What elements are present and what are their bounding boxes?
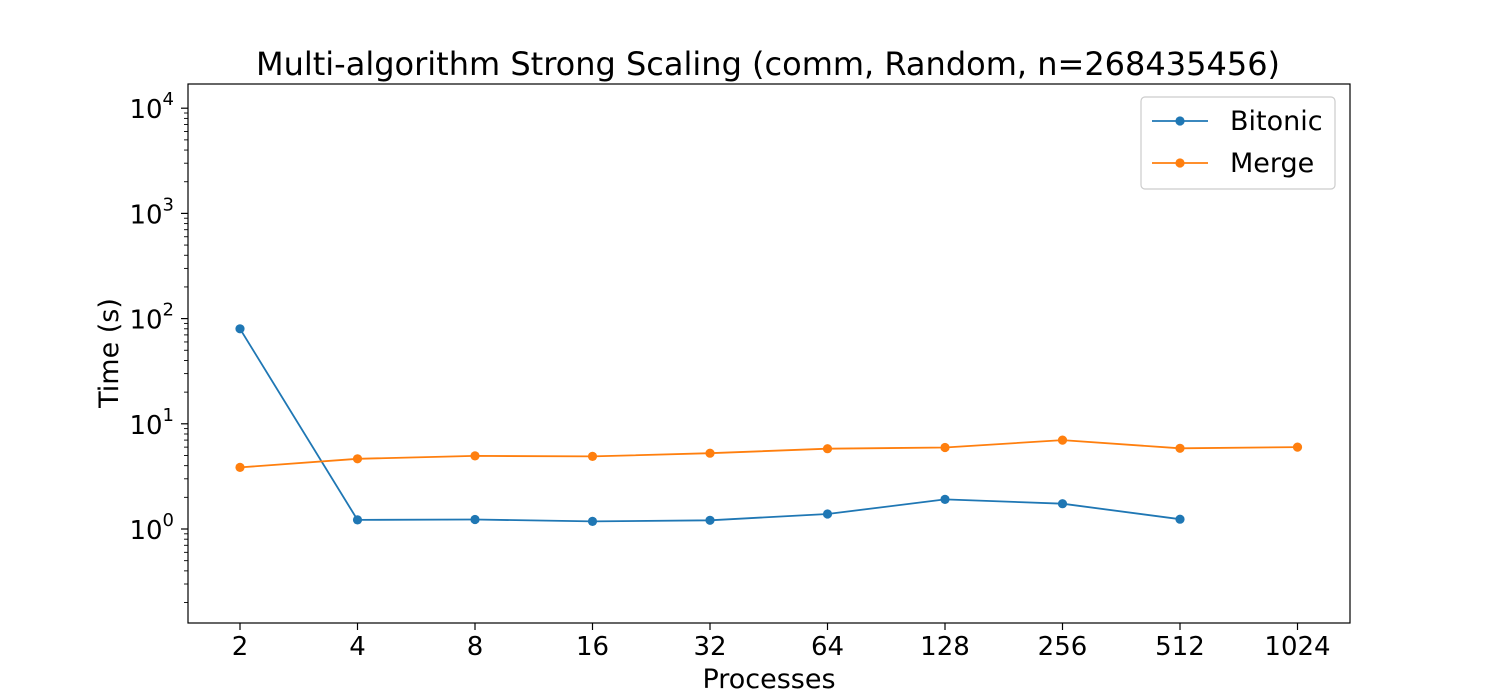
data-point-merge <box>940 442 950 453</box>
legend: Bitonic Merge <box>1140 96 1336 190</box>
legend-marker-merge <box>1175 158 1185 168</box>
data-point-bitonic <box>470 514 480 525</box>
y-axis-title: Time (s) <box>94 298 125 409</box>
y-tick-label: 102 <box>129 300 174 336</box>
x-tick-label: 2 <box>232 632 249 662</box>
data-point-bitonic <box>352 515 363 525</box>
data-point-bitonic <box>587 516 598 527</box>
data-point-merge <box>235 462 245 472</box>
data-point-merge <box>1175 443 1185 453</box>
data-point-bitonic <box>822 509 833 519</box>
data-point-merge <box>1292 442 1303 452</box>
series-line-bitonic <box>239 328 1181 523</box>
legend-marker-bitonic <box>1175 116 1185 126</box>
data-point-bitonic <box>1175 514 1185 524</box>
y-tick-label: 101 <box>129 405 174 441</box>
x-axis-title: Processes <box>702 664 835 695</box>
chart-title: Multi-algorithm Strong Scaling (comm, Ra… <box>256 45 1280 83</box>
y-tick-label: 103 <box>129 194 174 230</box>
legend-label-bitonic: Bitonic <box>1230 106 1323 137</box>
x-tick-label: 16 <box>576 632 609 662</box>
x-axis: 2 4 8 16 32 64 128 256 512 1024 <box>232 623 1331 662</box>
data-point-merge <box>352 454 363 464</box>
data-point-bitonic <box>705 515 715 525</box>
data-point-bitonic <box>235 324 245 334</box>
data-point-bitonic <box>1057 499 1068 509</box>
x-tick-label: 32 <box>693 632 726 662</box>
x-tick-label: 128 <box>920 632 970 662</box>
x-tick-label: 8 <box>467 632 484 662</box>
x-tick-label: 512 <box>1155 632 1205 662</box>
x-tick-label: 256 <box>1038 632 1088 662</box>
x-tick-label: 1024 <box>1264 632 1330 662</box>
data-point-merge <box>587 451 598 461</box>
x-tick-label: 64 <box>811 632 844 662</box>
plot-frame <box>187 83 1351 624</box>
data-point-merge <box>705 448 715 458</box>
data-point-merge <box>1057 435 1068 445</box>
legend-label-merge: Merge <box>1230 148 1314 179</box>
y-tick-label: 100 <box>129 510 174 546</box>
y-axis: 100 101 102 103 104 <box>129 89 188 603</box>
data-point-merge <box>822 444 833 454</box>
series-line-merge <box>239 439 1298 469</box>
legend-items: Bitonic Merge <box>1152 106 1323 179</box>
legend-box <box>1140 96 1336 190</box>
plot-series <box>235 324 1303 527</box>
data-point-bitonic <box>940 494 950 504</box>
x-tick-label: 4 <box>349 632 366 662</box>
data-point-merge <box>470 451 480 461</box>
y-tick-label: 104 <box>129 89 174 125</box>
